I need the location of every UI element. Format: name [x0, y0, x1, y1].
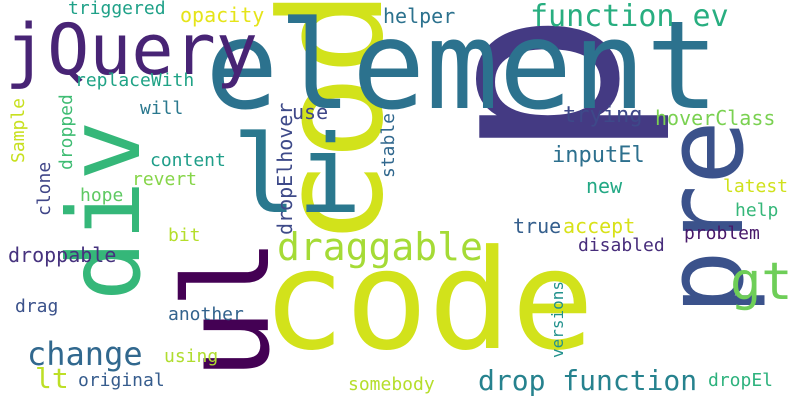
word-inputEl: inputEl [552, 143, 645, 168]
word-opacity: opacity [180, 3, 265, 27]
word-gt: gt [730, 252, 793, 312]
word-droppable: droppable [8, 243, 117, 267]
word-lt: lt [35, 362, 69, 395]
word-new: new [586, 174, 623, 198]
word-versions: versions [548, 280, 567, 358]
word-disabled: disabled [578, 235, 665, 256]
word-help: help [735, 200, 779, 221]
word-use: use [292, 100, 329, 124]
word-somebody: somebody [348, 374, 435, 395]
word-stable: stable [378, 112, 399, 178]
word-hoverClass: hoverClass [655, 106, 776, 130]
word-Sample: Sample [8, 97, 29, 163]
word-dropEl: dropEl [708, 370, 774, 391]
word-using: using [164, 346, 219, 367]
word-element: element [205, 0, 720, 137]
word-drop-function: drop function [478, 364, 698, 397]
word-change: change [27, 335, 143, 373]
word-jQuery: jQuery [5, 9, 258, 91]
word-dropped: dropped [56, 94, 77, 170]
word-bit: bit [168, 225, 201, 246]
word-revert: revert [132, 169, 198, 190]
word-accept: accept [563, 214, 636, 238]
word-drag: drag [15, 296, 59, 317]
word-trying: trying [563, 103, 643, 128]
word-triggered: triggered [68, 0, 166, 19]
word-li: li [232, 113, 363, 238]
word-helper: helper [383, 4, 456, 28]
word-will: will [140, 98, 184, 119]
word-problem: problem [684, 223, 760, 244]
word-content: content [150, 150, 226, 171]
word-true: true [513, 214, 562, 238]
word-hope: hope [80, 185, 124, 206]
word-code: code [262, 220, 595, 381]
word-original: original [78, 370, 165, 391]
word-replaceWith: replaceWith [75, 70, 195, 91]
word-latest: latest [723, 176, 789, 197]
word-clone: clone [34, 161, 55, 216]
word-another: another [168, 304, 244, 325]
word-draggable: draggable [277, 225, 483, 269]
word-function-ev: function ev [530, 0, 729, 34]
